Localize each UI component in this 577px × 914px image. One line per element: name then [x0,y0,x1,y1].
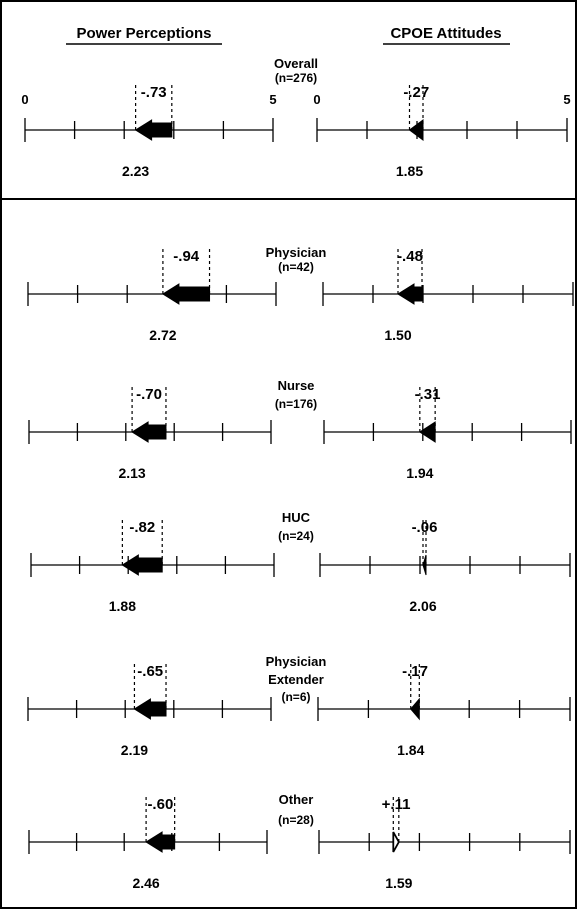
group-label: HUC [282,510,311,525]
row-other: Other (n=28) -.60 2.46 +.11 1.59 [28,792,571,891]
group-label: Physician [266,245,327,260]
cpoe-post-label: 1.50 [384,327,411,343]
power-post-label: 2.72 [149,327,176,343]
row-overall: Overall(n=276) -.73 2.23 -.27 1.85 [24,56,568,179]
power-change-arrow [161,283,211,305]
power-change-label: -.65 [137,663,163,680]
cpoe-post-label: 1.85 [396,163,423,179]
power-change-arrow [121,554,163,576]
group-n-label: (n=6) [281,690,310,704]
power-scale-min: 0 [21,92,28,107]
power-post-label: 2.23 [122,163,149,179]
group-n-label: (n=176) [275,397,317,411]
group-n-label: (n=276) [275,71,317,85]
group-label: Physician [266,654,327,669]
power-change-label: -.70 [136,386,162,403]
cpoe-change-label: +.11 [382,796,411,813]
cpoe-change-label: -.17 [402,663,428,680]
cpoe-scale-min: 0 [313,92,320,107]
power-change-label: -.73 [141,84,167,101]
power-change-label: -.82 [129,519,155,536]
cpoe-change-arrow [392,831,400,853]
group-n-label: (n=24) [278,529,314,543]
cpoe-change-label: -.48 [397,248,423,265]
power-change-arrow [131,421,167,443]
power-post-label: 1.88 [109,598,136,614]
cpoe-change-arrow [397,283,423,305]
power-change-label: -.60 [147,796,173,813]
cpoe-change-label: -.06 [412,519,438,536]
power-post-label: 2.19 [121,742,148,758]
row-nurse: Nurse (n=176) -.70 2.13 -.31 1.94 [28,378,572,481]
cpoe-change-arrow [418,421,436,443]
cpoe-post-label: 1.84 [397,742,424,758]
group-label: Extender [268,672,324,687]
cpoe-change-arrow [408,119,424,141]
row-huc: HUC (n=24) -.82 1.88 -.06 2.06 [30,510,571,614]
power-post-label: 2.46 [132,875,159,891]
power-change-label: -.94 [173,248,200,265]
group-n-label: (n=42) [278,260,314,274]
cpoe-change-label: -.31 [415,386,441,403]
power-post-label: 2.13 [118,465,145,481]
rows: Overall(n=276)-.732.23-.271.85Physician(… [24,56,574,891]
cpoe-change-arrow [410,697,420,721]
group-label: Other [279,792,314,807]
cpoe-post-label: 1.94 [406,465,433,481]
group-n-label: (n=28) [278,813,314,827]
cpoe-change-label: -.27 [403,84,429,101]
power-scale-max: 5 [269,92,276,107]
power-change-arrow [134,119,173,141]
group-label: Overall [274,56,318,71]
header-cpoe: CPOE Attitudes [390,25,501,42]
group-label: Nurse [278,378,315,393]
row-physician-extender: Physician Extender (n=6) -.65 2.19 -.17 1.84 [27,654,571,758]
power-change-arrow [145,831,176,853]
power-change-arrow [133,698,167,720]
header-power: Power Perceptions [76,25,211,42]
cpoe-scale-max: 5 [563,92,570,107]
cpoe-post-label: 2.06 [409,598,436,614]
cpoe-post-label: 1.59 [385,875,412,891]
row-physician: Physician(n=42) -.94 2.72 -.48 1.50 [27,245,574,343]
